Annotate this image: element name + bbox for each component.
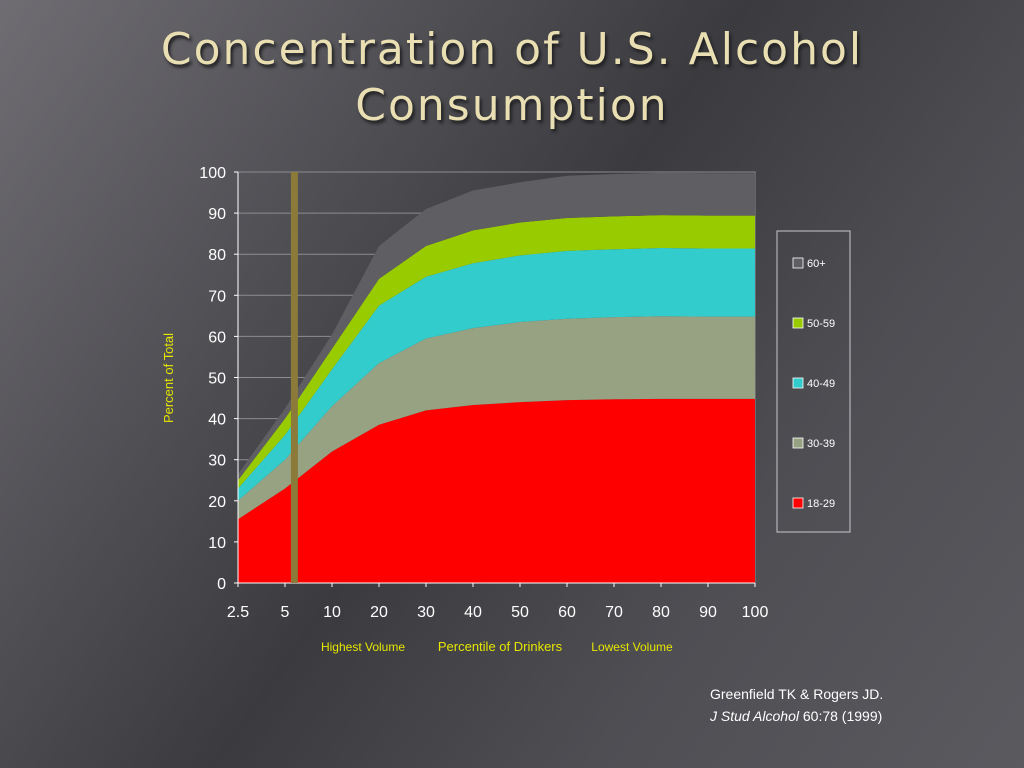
- citation-source: J Stud Alcohol 60:78 (1999): [710, 705, 883, 727]
- x-tick-label: 2.5: [227, 604, 249, 621]
- x-tick-label: 5: [281, 604, 290, 621]
- x-tick-label: 30: [417, 604, 435, 621]
- y-tick-label: 80: [208, 247, 226, 264]
- x-tick-label: 10: [323, 604, 341, 621]
- x-tick-label: 50: [511, 604, 529, 621]
- x-tick-label: 40: [464, 604, 482, 621]
- y-tick-label: 100: [199, 165, 226, 182]
- slide-title-line1: Concentration of U.S. Alcohol: [160, 24, 864, 75]
- legend-swatch-50-59: [792, 317, 804, 329]
- y-tick-label: 10: [208, 535, 226, 552]
- area-series-60+: [238, 172, 755, 481]
- area-series-30-39: [238, 316, 755, 520]
- x-tick-label: 80: [652, 604, 670, 621]
- x-axis-title: Percentile of Drinkers: [438, 639, 563, 654]
- legend-swatch-60+: [792, 257, 804, 269]
- x-tick-label: 100: [742, 604, 769, 621]
- y-tick-label: 0: [217, 576, 226, 593]
- y-tick-label: 30: [208, 453, 226, 470]
- legend-label-60+: 60+: [807, 258, 826, 270]
- x-tick-label: 20: [370, 604, 388, 621]
- legend-label-18-29: 18-29: [807, 498, 835, 510]
- citation-authors: Greenfield TK & Rogers JD.: [710, 686, 884, 702]
- y-tick-label: 40: [208, 412, 226, 429]
- area-series-18-29: [238, 398, 755, 583]
- legend-swatch-30-39: [792, 437, 804, 449]
- legend-label-40-49: 40-49: [807, 378, 835, 390]
- legend-label-30-39: 30-39: [807, 438, 835, 450]
- x-tick-label: 70: [605, 604, 623, 621]
- citation-journal: J Stud Alcohol: [710, 708, 799, 724]
- y-tick-label: 60: [208, 329, 226, 346]
- slide-title-line2: Consumption: [355, 80, 669, 131]
- area-series-40-49: [238, 248, 755, 501]
- x-tick-label: 60: [558, 604, 576, 621]
- x-axis-right-label: Lowest Volume: [591, 640, 673, 654]
- y-tick-label: 70: [208, 288, 226, 305]
- legend-swatch-40-49: [792, 377, 804, 389]
- citation: Greenfield TK & Rogers JD. J Stud Alcoho…: [710, 683, 883, 727]
- y-tick-label: 90: [208, 206, 226, 223]
- citation-volume: 60:78 (1999): [802, 708, 883, 724]
- slide-title: Concentration of U.S. Alcohol Consumptio…: [0, 22, 1024, 134]
- y-tick-label: 50: [208, 371, 226, 388]
- marker-line: [290, 172, 298, 583]
- legend-label-50-59: 50-59: [807, 318, 835, 330]
- y-axis-title: Percent of Total: [161, 333, 176, 423]
- y-tick-label: 20: [208, 494, 226, 511]
- area-series-50-59: [238, 215, 755, 489]
- x-axis-left-label: Highest Volume: [321, 640, 405, 654]
- legend-swatch-18-29: [792, 497, 804, 509]
- legend-box: [776, 230, 851, 533]
- x-tick-label: 90: [699, 604, 717, 621]
